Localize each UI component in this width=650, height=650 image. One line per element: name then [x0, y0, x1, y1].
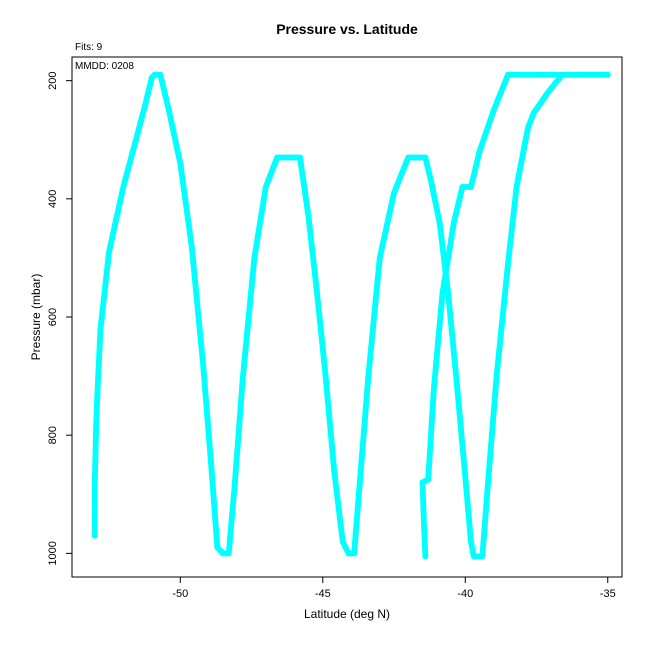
data-point	[604, 71, 611, 78]
x-axis: -50 -45 -40 -35	[172, 577, 616, 600]
x-axis-label: Latitude (deg N)	[304, 607, 390, 621]
y-tick-label: 200	[47, 71, 59, 89]
x-tick-label: -50	[172, 588, 188, 600]
y-axis: 200 400 600 800 1000	[47, 71, 72, 566]
y-tick-label: 1000	[47, 541, 59, 565]
x-tick-label: -40	[457, 588, 473, 600]
x-tick-label: -45	[315, 588, 331, 600]
y-tick-label: 800	[47, 426, 59, 444]
fits-annotation: Fits: 9	[75, 42, 103, 53]
data-point	[422, 553, 429, 560]
mmdd-annotation: MMDD: 0208	[75, 61, 134, 72]
data-points	[91, 71, 611, 560]
x-tick-label: -35	[600, 588, 616, 600]
chart-title: Pressure vs. Latitude	[276, 21, 418, 37]
y-tick-label: 600	[47, 308, 59, 326]
plot-frame	[71, 56, 623, 578]
y-axis-label: Pressure (mbar)	[29, 274, 43, 361]
y-tick-label: 400	[47, 190, 59, 208]
